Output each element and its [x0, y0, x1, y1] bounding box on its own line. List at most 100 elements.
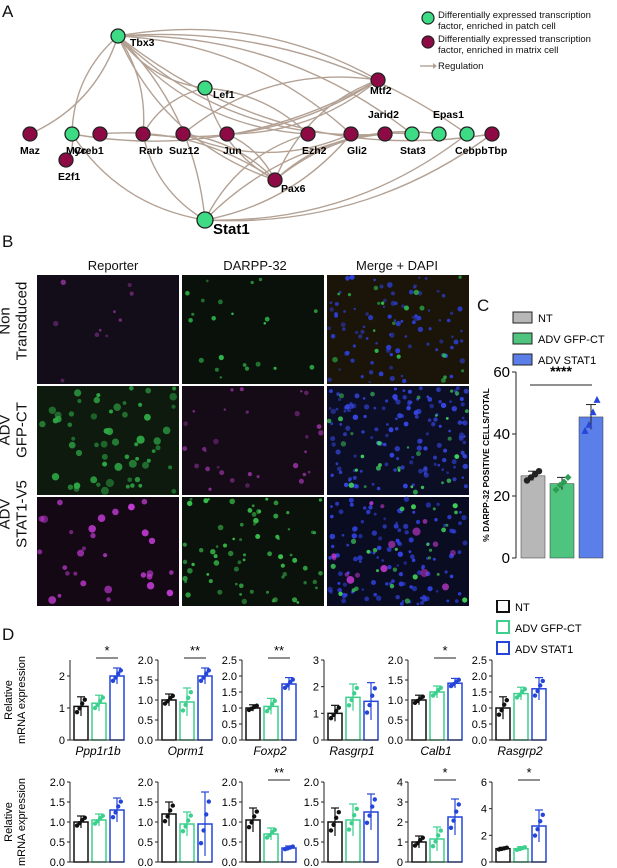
significance-label: *: [442, 643, 447, 658]
cell-signal: [429, 403, 435, 409]
cell-signal: [346, 408, 351, 413]
cell-signal: [330, 505, 333, 508]
data-point: [331, 712, 336, 718]
cell-signal: [354, 468, 358, 472]
cell-signal: [340, 441, 347, 447]
data-point: [532, 693, 538, 698]
cell-signal: [390, 291, 395, 296]
cell-signal: [80, 580, 87, 587]
cell-signal: [129, 291, 134, 296]
cell-signal: [432, 507, 436, 511]
data-point: [438, 828, 443, 833]
cell-signal: [375, 341, 378, 345]
cell-signal: [228, 550, 234, 557]
y-tick-label: 1: [59, 703, 65, 715]
data-point: [352, 813, 357, 818]
cell-signal: [397, 466, 401, 470]
cell-signal: [394, 387, 397, 391]
cell-signal: [411, 586, 418, 592]
cell-signal: [344, 572, 349, 577]
data-point: [246, 825, 252, 830]
cell-signal: [354, 330, 359, 335]
cell-signal: [338, 368, 341, 371]
cell-signal: [416, 602, 420, 606]
y-tick-label: 1.5: [304, 797, 319, 809]
cell-signal: [68, 441, 76, 449]
regulation-edge: [204, 133, 352, 221]
y-axis-title-row-0-b: mRNA expression: [16, 656, 28, 744]
cell-signal: [412, 574, 418, 580]
cell-signal: [445, 417, 449, 420]
y-tick-label: 1.0: [50, 817, 65, 829]
cell-signal: [414, 415, 419, 419]
cell-signal: [244, 366, 250, 371]
bar-oprm1-2: [197, 675, 213, 741]
cell-signal: [411, 316, 415, 319]
data-point: [336, 810, 341, 815]
y-tick-label: 2.0: [138, 655, 153, 667]
cell-signal: [232, 537, 235, 541]
cell-signal: [368, 315, 374, 321]
cell-signal: [458, 521, 462, 526]
cell-signal: [403, 496, 410, 502]
data-point: [328, 828, 334, 833]
cell-signal: [382, 442, 387, 447]
cell-signal: [230, 388, 234, 392]
regulation-edge: [274, 79, 379, 181]
y-tick-label: 3: [397, 797, 403, 809]
gene-label-rasgrp1: Rasgrp1: [329, 744, 374, 758]
cell-signal: [223, 408, 226, 411]
cell-signal: [457, 420, 463, 425]
cell-signal: [436, 502, 440, 506]
bar-calb1-2: [447, 682, 463, 741]
cell-signal: [435, 348, 439, 352]
significance-label: **: [190, 643, 200, 658]
cell-signal: [365, 312, 369, 316]
data-point: [499, 708, 504, 713]
cell-signal: [452, 477, 457, 482]
cell-signal: [358, 334, 363, 339]
cell-signal: [316, 424, 322, 429]
cell-signal: [443, 523, 447, 527]
data-point: [415, 841, 420, 846]
legend-label-0: NT: [538, 313, 553, 325]
cell-signal: [382, 524, 387, 529]
cell-signal: [441, 481, 444, 485]
node-label-jun: Jun: [223, 145, 242, 157]
cell-signal: [229, 498, 235, 505]
row-header-adv-stat1: ADV STAT1-V5: [0, 480, 31, 548]
cell-signal: [73, 486, 80, 492]
node-epas1: [431, 126, 447, 142]
cell-signal: [312, 579, 317, 585]
cell-signal: [57, 593, 62, 598]
cell-signal: [332, 356, 338, 363]
significance-label: **: [274, 765, 284, 780]
gene-label-oprm1: Oprm1: [168, 744, 205, 758]
cell-signal: [134, 442, 139, 447]
y-tick-label: 1.5: [222, 687, 237, 699]
cell-signal: [265, 497, 269, 501]
cell-signal: [97, 514, 106, 522]
regulation-edge: [204, 133, 386, 221]
cell-signal: [411, 455, 415, 459]
cell-signal: [104, 585, 113, 594]
cell-signal: [389, 583, 395, 589]
cell-signal: [330, 422, 334, 426]
cell-signal: [407, 344, 412, 349]
y-tick-label: 0.0: [50, 857, 65, 868]
node-label-maz: Maz: [20, 145, 40, 157]
cell-signal: [335, 449, 341, 455]
cell-signal: [412, 489, 418, 495]
cell-signal: [148, 537, 156, 545]
data-point: [204, 812, 209, 817]
cell-signal: [245, 483, 250, 488]
cell-signal: [461, 369, 465, 373]
cell-signal: [329, 301, 333, 305]
cell-signal: [309, 364, 315, 370]
y-tick-label: 3: [313, 655, 319, 667]
cell-signal: [206, 279, 209, 283]
cell-signal: [399, 602, 404, 606]
cell-signal: [379, 284, 384, 289]
data-point: [364, 820, 370, 825]
legend-matrix-text: Differentially expressed transcription f…: [438, 34, 591, 56]
